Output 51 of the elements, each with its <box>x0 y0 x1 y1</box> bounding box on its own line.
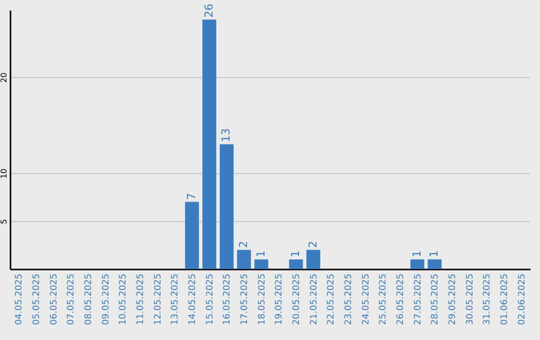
data-label: 1 <box>254 250 268 258</box>
bar <box>185 202 199 269</box>
data-label: 1 <box>410 250 424 258</box>
x-tick-label: 11.05.2025 <box>136 274 146 326</box>
data-label: 1 <box>428 250 441 258</box>
bar <box>237 250 251 269</box>
x-tick-label: 16.05.2025 <box>222 274 233 326</box>
x-tick-label: 12.05.2025 <box>153 274 164 326</box>
x-tick-label: 14.05.2025 <box>188 274 198 326</box>
x-tick-label: 24.05.2025 <box>361 274 372 326</box>
x-tick-label: 17.05.2025 <box>240 274 250 326</box>
x-tick-label: 15.05.2025 <box>205 274 216 326</box>
data-label: 2 <box>306 240 320 248</box>
bar <box>410 259 424 269</box>
x-tick-label: 30.05.2025 <box>465 274 476 326</box>
bar <box>220 144 234 269</box>
x-tick-label: 07.05.2025 <box>66 274 77 326</box>
x-tick-label: 23.05.2025 <box>344 274 354 326</box>
x-tick-label: 06.05.2025 <box>49 274 60 326</box>
data-label: 26 <box>202 4 216 18</box>
data-label: 1 <box>289 250 302 258</box>
bar <box>254 259 268 269</box>
x-tick-label: 29.05.2025 <box>448 274 458 326</box>
data-label: 2 <box>237 240 250 248</box>
x-tick-label: 10.05.2025 <box>118 274 129 326</box>
data-label: 13 <box>220 128 233 142</box>
x-tick-label: 20.05.2025 <box>292 274 302 326</box>
x-tick-label: 08.05.2025 <box>84 274 94 326</box>
x-tick-label: 04.05.2025 <box>14 274 25 326</box>
x-tick-label: 13.05.2025 <box>170 274 181 326</box>
bar <box>428 259 442 269</box>
data-label: 7 <box>185 192 198 200</box>
bar <box>289 259 303 269</box>
bar <box>202 20 216 269</box>
x-tick-label: 18.05.2025 <box>257 274 268 326</box>
x-tick-label: 22.05.2025 <box>326 274 337 326</box>
y-tick-label: 20 <box>0 72 8 83</box>
bar <box>306 250 320 269</box>
x-tick-label: 27.05.2025 <box>413 274 424 326</box>
y-tick-label: 5 <box>0 218 8 224</box>
x-tick-label: 02.06.2025 <box>517 274 528 326</box>
x-tick-label: 26.05.2025 <box>396 274 406 326</box>
x-tick-label: 19.05.2025 <box>274 274 285 326</box>
x-tick-label: 25.05.2025 <box>378 274 389 326</box>
x-tick-label: 21.05.2025 <box>309 274 320 326</box>
x-tick-label: 01.06.2025 <box>500 274 510 326</box>
x-tick-label: 09.05.2025 <box>101 274 112 326</box>
y-tick-label: 10 <box>0 168 8 179</box>
x-tick-label: 31.05.2025 <box>482 274 493 326</box>
x-tick-label: 05.05.2025 <box>32 274 42 326</box>
x-tick-label: 28.05.2025 <box>430 274 441 326</box>
